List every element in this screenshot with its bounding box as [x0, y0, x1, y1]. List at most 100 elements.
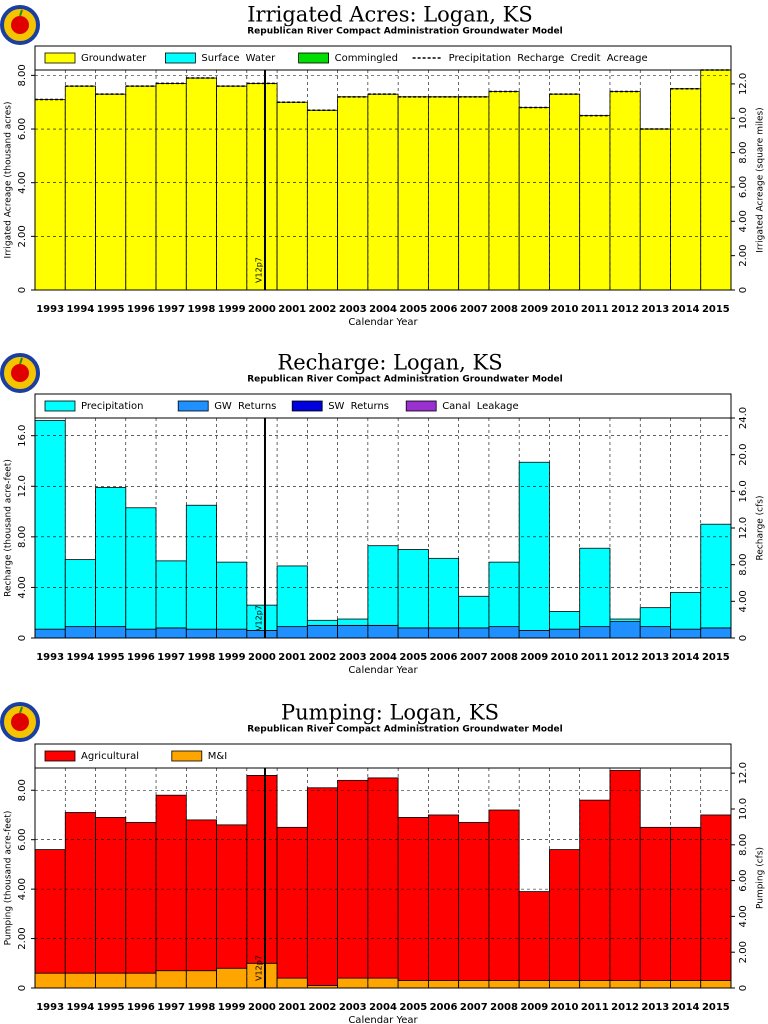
y-tick-label: 16.0	[17, 425, 28, 447]
y2-tick-label: 24.0	[738, 407, 749, 429]
bar-segment	[306, 619, 339, 626]
bar-segment	[216, 628, 248, 639]
y-axis-label: Irrigated Acreage (thousand acres)	[4, 101, 14, 258]
y2-tick-label: 4.00	[738, 905, 749, 927]
bar-segment	[609, 980, 641, 989]
bar-segment	[549, 980, 581, 989]
bar-segment	[155, 794, 187, 972]
x-tick-label: 2000	[248, 652, 276, 663]
x-tick-label: 1994	[66, 304, 94, 315]
legend-swatch	[44, 750, 76, 762]
y-tick-label: 0	[17, 635, 28, 641]
x-tick-label: 2001	[278, 304, 306, 315]
bar-segment	[427, 627, 460, 639]
legend-label: Surface Water	[201, 53, 276, 64]
bar-segment	[579, 799, 611, 981]
chart-subtitle: Republican River Compact Administration …	[247, 27, 563, 37]
bar-segment	[125, 507, 157, 630]
legend-swatch	[405, 400, 437, 412]
bar-segment	[488, 91, 520, 291]
x-tick-label: 1993	[36, 304, 64, 315]
y2-tick-label: 10.0	[738, 798, 749, 820]
bar-segment	[579, 115, 611, 291]
x-tick-label: 2001	[278, 1002, 306, 1013]
bar-segment	[639, 607, 671, 628]
bar-segment	[518, 630, 550, 639]
bar-segment	[427, 980, 460, 989]
x-tick-label: 1993	[36, 1002, 64, 1013]
y2-tick-label: 12.0	[738, 517, 749, 539]
y2-tick-label: 4.00	[738, 590, 749, 612]
bar-segment	[216, 85, 248, 291]
bar-segment	[95, 972, 127, 989]
y-tick-label: 8.00	[17, 779, 28, 801]
x-tick-label: 2001	[278, 652, 306, 663]
x-tick-label: 2007	[460, 652, 488, 663]
x-tick-label: 2004	[369, 1002, 397, 1013]
bar-segment	[95, 626, 127, 639]
y2-axis-label: Pumping (cfs)	[756, 847, 766, 909]
legend-label: Groundwater	[81, 53, 147, 64]
bar-segment	[609, 621, 641, 639]
bar-segment	[397, 817, 429, 981]
y-tick-label: 12.0	[17, 475, 28, 497]
x-tick-label: 1998	[188, 652, 216, 663]
bar-segment	[609, 770, 641, 981]
x-tick-label: 2013	[641, 304, 669, 315]
x-tick-label: 2013	[641, 652, 669, 663]
y2-tick-label: 8.00	[738, 554, 749, 576]
bar-segment	[337, 96, 369, 291]
x-tick-label: 1997	[157, 652, 185, 663]
x-tick-label: 1999	[218, 304, 246, 315]
bar-segment	[609, 91, 641, 291]
y-tick-label: 8.00	[17, 64, 28, 86]
x-tick-label: 2002	[309, 304, 337, 315]
bar-segment	[427, 96, 460, 291]
bar-segment	[185, 970, 217, 989]
x-tick-label: 2000	[248, 304, 276, 315]
bar-segment	[670, 628, 702, 639]
bar-segment	[276, 101, 308, 291]
bar-segment	[216, 967, 248, 989]
y-tick-label: 4.00	[17, 878, 28, 900]
bar-segment	[216, 824, 248, 969]
x-tick-label: 2011	[581, 1002, 609, 1013]
y2-tick-label: 16.0	[738, 480, 749, 502]
bar-segment	[216, 561, 248, 630]
x-tick-label: 2004	[369, 652, 397, 663]
plot-frame	[34, 45, 732, 291]
x-tick-label: 2015	[702, 1002, 730, 1013]
x-tick-label: 1995	[97, 304, 125, 315]
legend-label: Precipitation	[81, 401, 144, 412]
bar-segment	[367, 93, 399, 291]
x-tick-label: 2002	[309, 1002, 337, 1013]
bar-segment	[155, 83, 187, 291]
y-tick-label: 2.00	[17, 225, 28, 247]
bar-segment	[95, 93, 127, 291]
bar-segment	[95, 817, 127, 974]
bar-segment	[518, 107, 550, 291]
bar-segment	[488, 626, 520, 639]
legend-label: Agricultural	[81, 751, 139, 762]
bar-segment	[185, 77, 217, 291]
plot-frame	[34, 393, 732, 639]
x-tick-label: 1994	[66, 652, 94, 663]
x-tick-label: 1999	[218, 652, 246, 663]
y-axis-label: Recharge (thousand acre-feet)	[4, 459, 14, 597]
legend-label: Commingled	[335, 53, 398, 64]
bar-segment	[397, 549, 429, 629]
bar-segment	[367, 624, 399, 639]
x-tick-label: 2010	[551, 304, 579, 315]
x-tick-label: 2010	[551, 1002, 579, 1013]
bar-segment	[64, 812, 96, 974]
x-tick-label: 2000	[248, 1002, 276, 1013]
x-tick-label: 2009	[520, 652, 548, 663]
y2-tick-label: 2.00	[738, 941, 749, 963]
y2-tick-label: 12.0	[738, 73, 749, 95]
legend-swatch	[298, 52, 330, 64]
y2-tick-label: 10.0	[738, 107, 749, 129]
bar-segment	[518, 891, 550, 981]
x-tick-label: 2014	[672, 304, 700, 315]
legend-swatch	[164, 52, 196, 64]
bar-segment	[397, 980, 429, 989]
